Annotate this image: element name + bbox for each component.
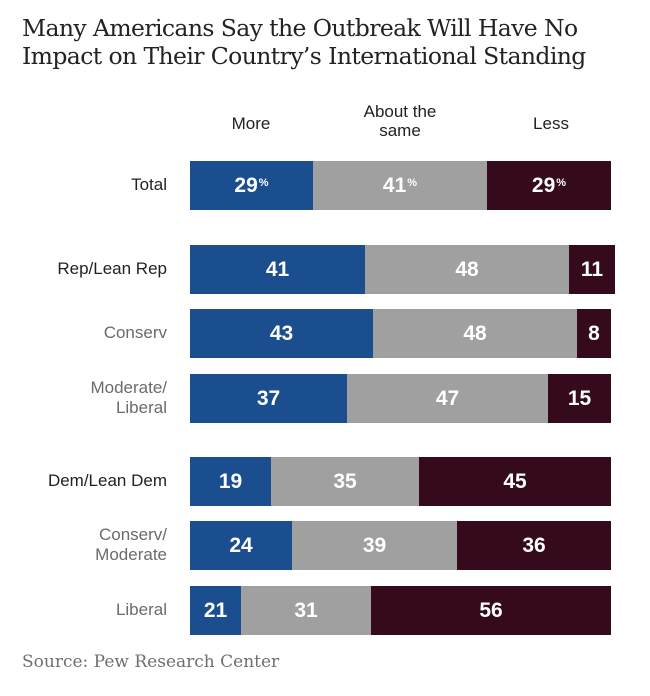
- row-label-line-2: Liberal: [115, 398, 167, 417]
- bar-segment-same: 48: [373, 309, 577, 358]
- bar-segment-same: 48: [365, 245, 569, 294]
- data-label: 45: [503, 469, 527, 493]
- data-label: 41: [382, 173, 407, 197]
- chart-title-line-2: Impact on Their Country’s International …: [22, 42, 586, 70]
- data-label: 8: [588, 321, 600, 345]
- data-label: 31: [294, 598, 318, 622]
- bar-segment-more: 21: [190, 586, 241, 635]
- bar-segment-more: 29%: [190, 161, 313, 210]
- bar-segment-less: 11: [569, 245, 615, 294]
- legend-less: Less: [533, 114, 569, 133]
- data-label: 43: [269, 321, 294, 345]
- row-label: Rep/Lean Rep: [57, 259, 167, 278]
- percent-sign: %: [407, 176, 418, 189]
- chart-title-line-1: Many Americans Say the Outbreak Will Hav…: [22, 14, 578, 42]
- chart-title: Many Americans Say the Outbreak Will Hav…: [22, 14, 642, 70]
- bar-segment-same: 41%: [313, 161, 487, 210]
- bar-segment-less: 29%: [487, 161, 611, 210]
- bar-segment-less: 15: [548, 374, 611, 423]
- bar-segment-more: 43: [190, 309, 373, 358]
- bar-segment-more: 24: [190, 521, 292, 570]
- data-label: 29: [531, 173, 556, 197]
- bar-segment-same: 47: [347, 374, 548, 423]
- legend-more: More: [231, 114, 271, 133]
- data-label: 56: [479, 598, 503, 622]
- data-label: 19: [218, 469, 243, 493]
- row-label: Liberal: [115, 600, 167, 619]
- data-label: 24: [229, 533, 253, 557]
- legend-about-the-same: About the same: [330, 102, 470, 140]
- data-label: 37: [256, 386, 281, 410]
- row-label: Dem/Lean Dem: [47, 471, 167, 490]
- data-label: 36: [522, 533, 546, 557]
- percent-sign: %: [258, 176, 269, 189]
- bar-segment-same: 35: [271, 457, 419, 506]
- data-label: 41: [265, 257, 290, 281]
- bar-segment-same: 31: [241, 586, 371, 635]
- data-label: 48: [463, 321, 487, 345]
- data-label: 21: [203, 598, 228, 622]
- bar-segment-less: 45: [419, 457, 611, 506]
- legend-about-the-same-line-2: same: [379, 121, 421, 140]
- row-label: Conserv: [103, 323, 167, 342]
- row-label: Moderate/Liberal: [0, 378, 167, 418]
- row-label-line-1: Conserv/: [98, 525, 167, 544]
- data-label: 48: [455, 257, 479, 281]
- bar-segment-more: 19: [190, 457, 271, 506]
- bar-segment-less: 36: [457, 521, 611, 570]
- data-label: 29: [234, 173, 258, 197]
- source-note: Source: Pew Research Center: [22, 652, 280, 672]
- row-label-line-1: Moderate/: [90, 378, 167, 397]
- data-label: 47: [435, 386, 460, 410]
- bar-segment-less: 56: [371, 586, 611, 635]
- bar-segment-more: 37: [190, 374, 347, 423]
- row-label-line-2: Moderate: [95, 545, 167, 564]
- data-label: 15: [567, 386, 592, 410]
- row-label: Total: [131, 175, 167, 194]
- bar-segment-same: 39: [292, 521, 457, 570]
- row-label: Conserv/Moderate: [0, 525, 167, 565]
- bar-segment-less: 8: [577, 309, 611, 358]
- bar-segment-more: 41: [190, 245, 365, 294]
- data-label: 11: [580, 257, 604, 281]
- data-label: 39: [362, 533, 387, 557]
- legend-about-the-same-line-1: About the: [363, 102, 437, 121]
- percent-sign: %: [556, 176, 567, 189]
- data-label: 35: [333, 469, 357, 493]
